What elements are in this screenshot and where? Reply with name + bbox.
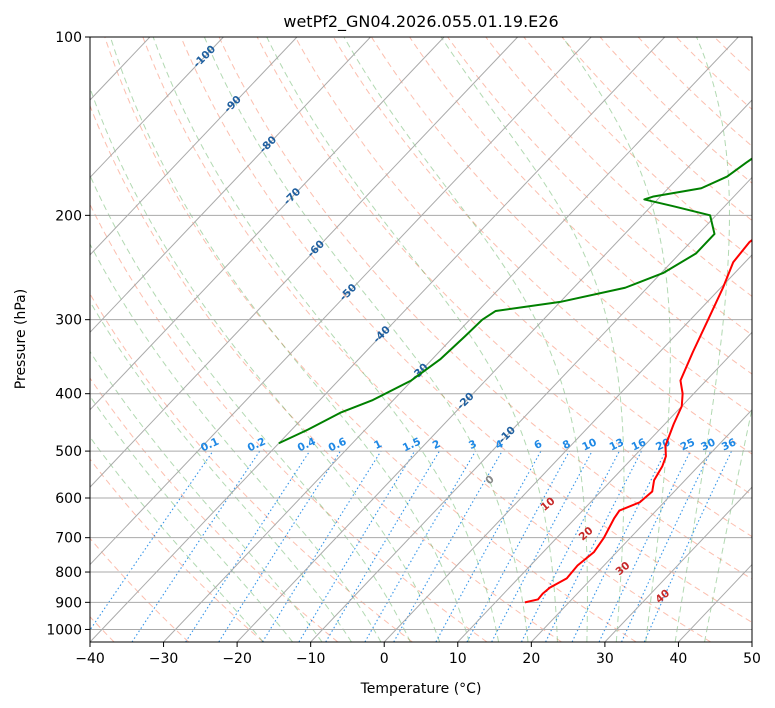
- dry-adiabat: [371, 37, 752, 415]
- isotherm: [383, 254, 752, 642]
- x-tick-label: −30: [149, 651, 179, 667]
- y-tick-label: 1000: [46, 622, 82, 638]
- moist-adiabat: [90, 436, 264, 642]
- y-tick-label: 900: [55, 595, 82, 611]
- mixing-ratio-line: [435, 450, 542, 642]
- y-tick-label: 200: [55, 208, 82, 224]
- moist-adiabat: [440, 37, 625, 642]
- dry-adiabat: [90, 458, 264, 642]
- x-tick-label: −40: [75, 651, 105, 667]
- isotherm: [604, 486, 752, 642]
- dry-adiabat: [90, 377, 339, 642]
- dry-adiabat: [599, 37, 752, 184]
- mixing-ratio-line: [185, 450, 311, 642]
- moist-adiabat: [90, 300, 352, 642]
- x-tick-label: 40: [670, 651, 688, 667]
- x-tick-label: 10: [449, 651, 467, 667]
- mixing-ratio-label: 1: [372, 438, 384, 452]
- mixing-ratio-label: 36: [720, 436, 738, 453]
- mixing-ratio-label: 4: [494, 438, 506, 452]
- mixing-ratio-label: 8: [561, 438, 573, 452]
- mixing-ratio-label: 2: [431, 438, 443, 452]
- background-lines: [90, 37, 752, 642]
- mixing-ratio-label: 3: [467, 438, 479, 452]
- y-tick-label: 300: [55, 313, 82, 329]
- mixing-ratio-line: [545, 450, 642, 642]
- y-tick-label: 700: [55, 531, 82, 547]
- plot-area: [90, 37, 752, 642]
- x-tick-label: 50: [743, 651, 761, 667]
- dry-adiabat: [637, 37, 752, 147]
- moist-adiabat: [90, 350, 323, 642]
- dry-adiabat: [142, 37, 712, 642]
- dry-adiabat: [104, 37, 637, 642]
- x-tick-label: 20: [522, 651, 540, 667]
- x-tick-label: −10: [296, 651, 326, 667]
- isotherm: [90, 37, 666, 642]
- dry-adiabat: [294, 37, 752, 496]
- plot-frame: [89, 36, 753, 643]
- mixing-ratio-label: 6: [532, 438, 544, 452]
- isotherm: [90, 37, 519, 488]
- mixing-ratio-label: 30: [699, 436, 717, 453]
- mixing-ratio-line: [90, 450, 214, 631]
- mixing-ratio-line: [298, 450, 416, 642]
- moist-adiabat: [152, 37, 500, 642]
- moist-adiabat: [266, 37, 558, 642]
- x-tick-label: 30: [596, 651, 614, 667]
- dry-adiabat: [485, 37, 752, 297]
- temperature-line: [524, 238, 752, 604]
- dry-adiabat: [90, 104, 562, 642]
- isotherm: [90, 37, 224, 179]
- dry-adiabat: [180, 37, 752, 623]
- isotherm: [90, 37, 298, 256]
- isotherm: [90, 37, 371, 334]
- dry-adiabat: [447, 37, 752, 336]
- dry-adiabat: [90, 292, 413, 642]
- moist-adiabat: [343, 37, 588, 642]
- y-tick-label: 100: [55, 30, 82, 46]
- moist-adiabat: [203, 37, 529, 642]
- dry-adiabat: [561, 37, 752, 222]
- mixing-ratio-label: 13: [608, 436, 626, 453]
- mixing-ratio-label: 16: [630, 436, 648, 453]
- moist-adiabat: [90, 395, 294, 642]
- moist-adiabat: [90, 86, 441, 642]
- mixing-ratio-line: [218, 450, 341, 642]
- moist-adiabat: [109, 37, 470, 642]
- mixing-ratio-line: [571, 450, 667, 642]
- y-axis-label: Pressure (hPa): [13, 289, 29, 389]
- y-tick-label: 400: [55, 387, 82, 403]
- isotherm: [457, 331, 752, 642]
- mixing-ratio-line: [393, 450, 503, 642]
- dry-adiabat: [218, 37, 752, 580]
- x-axis-label: Temperature (°C): [360, 681, 482, 697]
- mixing-ratio-line: [466, 450, 570, 642]
- isotherm: [90, 37, 445, 411]
- isotherm: [530, 408, 752, 642]
- y-tick-label: 600: [55, 491, 82, 507]
- moist-adiabat: [562, 37, 671, 642]
- y-tick-label: 500: [55, 444, 82, 460]
- isotherm: [163, 37, 739, 642]
- profile-lines: [278, 157, 752, 604]
- isotherm: [90, 37, 592, 566]
- moist-adiabat: [704, 406, 752, 642]
- mixing-ratio-label: 25: [679, 436, 697, 453]
- y-tick-label: 800: [55, 565, 82, 581]
- dewpoint-line: [278, 157, 752, 445]
- x-tick-label: −20: [222, 651, 252, 667]
- isotherm: [310, 176, 752, 642]
- isotherm: [236, 99, 752, 642]
- dry-adiabat: [256, 37, 752, 538]
- mixing-ratio-line: [262, 450, 382, 642]
- x-tick-label: 0: [380, 651, 389, 667]
- mixing-ratio-label: 10: [580, 436, 598, 453]
- moist-adiabat: [90, 243, 382, 642]
- chart-title: wetPf2_GN04.2026.055.01.19.E26: [283, 12, 558, 32]
- axis-ticks: −40 −30 −20 −10 0 10 20 30 40 50 1000 900 800 700 600 5…: [46, 30, 761, 667]
